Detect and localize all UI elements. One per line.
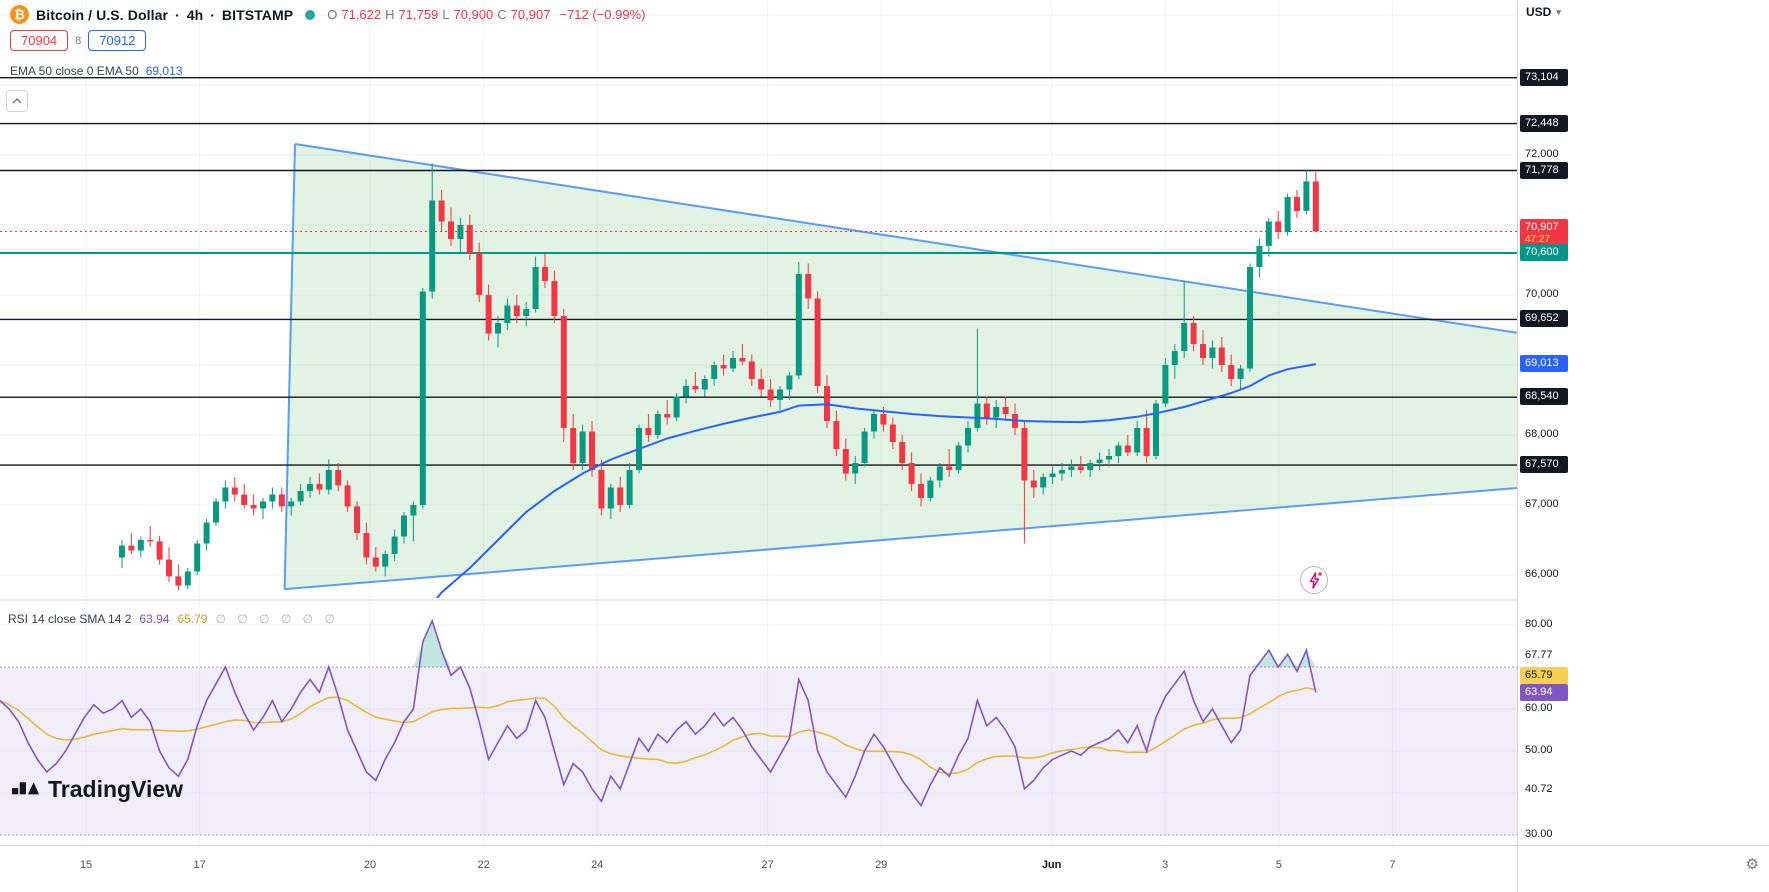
rsi-tick-80.00: 80.00	[1525, 618, 1553, 630]
bitcoin-icon: ₿	[10, 5, 29, 24]
interval-label: 4h	[186, 6, 204, 23]
rsi-tick-30.00: 30.00	[1525, 828, 1553, 840]
time-label-17: 17	[193, 859, 206, 871]
bid-ask-panel: 70904 8 70912	[10, 30, 147, 51]
main-chart-canvas[interactable]	[0, 0, 1517, 845]
gear-icon[interactable]: ⚙	[1745, 856, 1759, 873]
rsi-tick-67.77: 67.77	[1525, 649, 1553, 662]
watermark-text: TradingView	[48, 776, 184, 802]
caret-down-icon: ▾	[1556, 6, 1561, 17]
time-label-22: 22	[477, 859, 490, 871]
rsi-sma-badge: 65.79	[1520, 667, 1568, 685]
price-tick-66000: 66,000	[1525, 568, 1559, 580]
symbol-title: Bitcoin / U.S. Dollar	[36, 6, 169, 23]
rsi-tick-50.00: 50.00	[1525, 744, 1553, 756]
time-label-29: 29	[875, 859, 888, 871]
ema50-line	[435, 363, 1316, 598]
price-tick-67000: 67,000	[1525, 498, 1559, 510]
price-badge-72448: 72,448	[1520, 114, 1568, 132]
price-scale[interactable]: USD ▾ 72,000 70,000 68,000 67,000 66,000 80.0…	[1517, 0, 1769, 892]
sell-bid-button[interactable]: 70904	[10, 30, 69, 51]
legend-collapse-button[interactable]	[6, 90, 28, 112]
rsi-line	[0, 618, 1317, 808]
rsi-sma-line	[0, 687, 1316, 775]
triangle-pattern-drawing	[283, 143, 1517, 591]
price-badge-69652: 69,652	[1520, 310, 1568, 328]
rsi-hidden-values: ∅ ∅ ∅ ∅ ∅ ∅	[215, 612, 339, 626]
tradingview-logo-icon	[12, 781, 39, 794]
currency-label: USD	[1526, 5, 1552, 19]
rsi-value-badge: 63.94	[1520, 684, 1568, 702]
rsi-legend-value: 63.94	[139, 612, 170, 626]
spread-value: 8	[75, 34, 82, 47]
separator-dot: ·	[210, 6, 215, 23]
time-label-5: 5	[1275, 859, 1282, 871]
high-value: 71,759	[398, 7, 439, 22]
low-label: L	[442, 7, 450, 22]
rsi-sma-legend-value: 65.79	[177, 612, 208, 626]
countdown-timer: 47:27	[1525, 233, 1551, 245]
price-badge-68540: 68,540	[1520, 388, 1568, 406]
market-status-dot	[305, 9, 316, 20]
time-label-24: 24	[591, 859, 604, 871]
symbol-legend[interactable]: ₿ Bitcoin / U.S. Dollar · 4h · BITSTAMP …	[10, 5, 645, 24]
time-label-27: 27	[761, 859, 774, 871]
time-label-7: 7	[1389, 859, 1396, 871]
rsi-tick-40.72: 40.72	[1525, 782, 1553, 795]
candles-layer	[119, 163, 1319, 591]
rsi-legend-label: RSI 14 close SMA 14 2	[8, 612, 132, 626]
exchange-label: BITSTAMP	[221, 6, 294, 23]
ohlc-readout: O 71,622 H 71,759 L 70,900 C 70,907 −712…	[327, 7, 645, 22]
change-value: −712 (−0.99%)	[559, 7, 646, 22]
open-label: O	[327, 7, 338, 22]
grid-layer	[0, 0, 1517, 845]
time-label-3: 3	[1162, 859, 1169, 871]
price-badge-69013: 69,013	[1520, 355, 1568, 373]
rsi-pane	[0, 618, 1517, 836]
time-label-15: 15	[79, 859, 93, 871]
horizontal-levels	[0, 76, 1517, 466]
price-tick-72000: 72,000	[1525, 147, 1559, 160]
price-badge-70907: 70,907 47:27	[1520, 218, 1568, 247]
buy-ask-button[interactable]: 70912	[88, 30, 147, 51]
price-badge-70600: 70,600	[1520, 243, 1568, 261]
low-value: 70,900	[453, 7, 494, 22]
ema-legend[interactable]: EMA 50 close 0 EMA 50 69,013	[10, 64, 182, 78]
high-label: H	[385, 7, 395, 22]
price-badge-71778: 71,778	[1520, 161, 1568, 179]
price-tick-70000: 70,000	[1525, 287, 1559, 300]
separator-dot: ·	[175, 6, 180, 23]
rsi-tick-60.00: 60.00	[1525, 702, 1553, 714]
tradingview-watermark: TradingView	[12, 776, 183, 803]
time-scale[interactable]: ⚙ 15 17 20 22 24 27 29 Jun 3 5 7	[0, 845, 1769, 892]
close-label: C	[497, 7, 507, 22]
ema-legend-label: EMA 50 close 0 EMA 50	[10, 64, 139, 78]
time-label-Jun: Jun	[1041, 859, 1062, 871]
open-value: 71,622	[341, 7, 382, 22]
ema-legend-value: 69,013	[145, 64, 183, 78]
price-badge-67570: 67,570	[1520, 456, 1568, 474]
price-tick-68000: 68,000	[1525, 428, 1559, 440]
close-value: 70,907	[510, 7, 551, 22]
price-badge-73104: 73,104	[1520, 68, 1568, 86]
time-label-20: 20	[363, 859, 377, 871]
lightning-icon	[1309, 571, 1322, 589]
chevron-up-icon	[12, 98, 22, 104]
rsi-legend[interactable]: RSI 14 close SMA 14 2 63.94 65.79 ∅ ∅ ∅ …	[8, 612, 339, 626]
currency-selector[interactable]: USD ▾	[1526, 5, 1561, 19]
quick-action-button[interactable]	[1300, 566, 1328, 594]
